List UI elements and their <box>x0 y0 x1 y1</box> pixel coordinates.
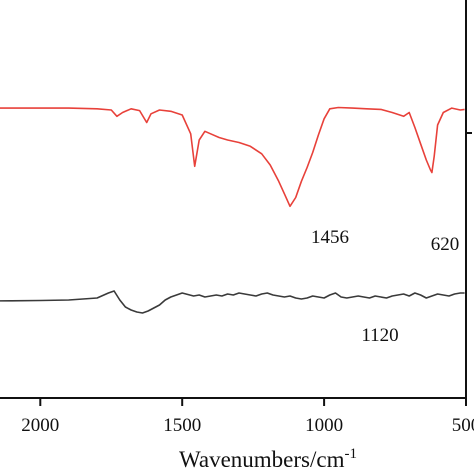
spectrum-line-2 <box>0 290 465 314</box>
peak-label-620: 620 <box>431 234 460 255</box>
x-tick-label-1000: 1000 <box>305 415 343 436</box>
peak-label-1120: 1120 <box>361 325 398 346</box>
peak-label-1456: 1456 <box>311 227 349 248</box>
spectrum-line-1 <box>0 106 465 208</box>
x-tick-layer: 350030002500200015001000500 <box>21 398 474 436</box>
x-axis-title: Wavenumbers/cm-1 <box>179 446 357 472</box>
x-axis-title-superscript: -1 <box>344 446 357 462</box>
x-tick-label-2000: 2000 <box>21 415 59 436</box>
x-tick-label-1500: 1500 <box>163 415 201 436</box>
series-layer <box>0 106 465 314</box>
x-tick-label-500: 500 <box>452 415 474 436</box>
x-axis-title-text: Wavenumbers/cm <box>179 447 345 472</box>
